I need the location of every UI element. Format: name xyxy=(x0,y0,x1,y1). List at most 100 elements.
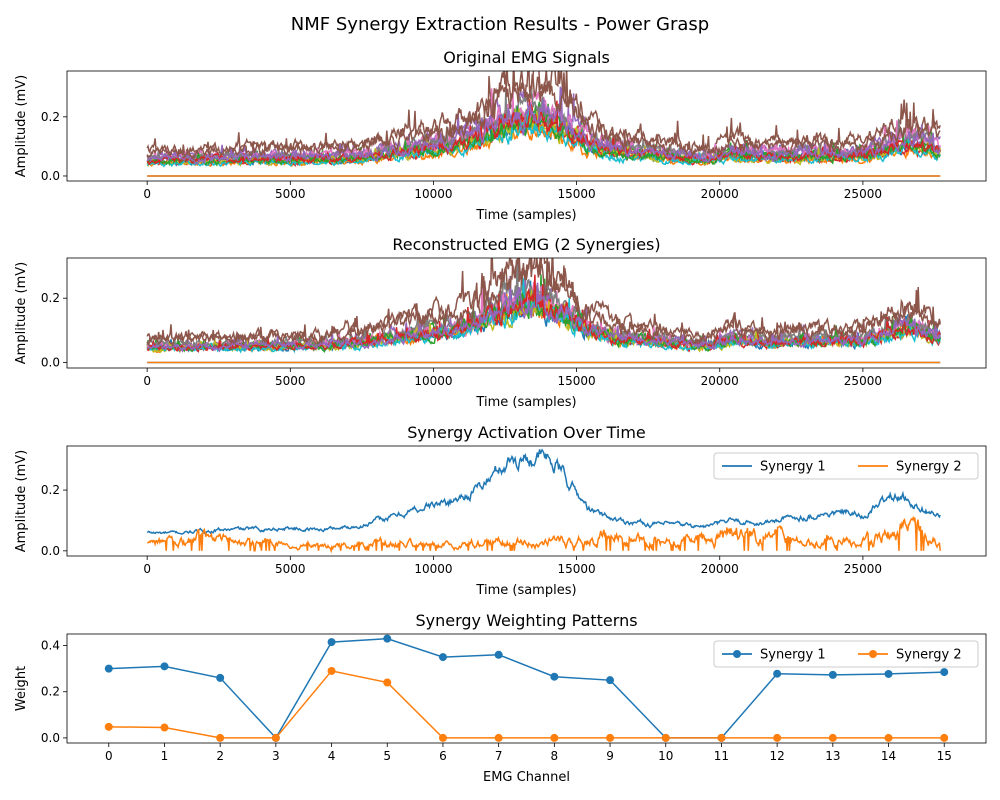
y-tick-label: 0.2 xyxy=(41,483,60,497)
weight-point xyxy=(884,669,893,678)
activation-line-2 xyxy=(147,515,941,554)
emg-channel-13-line xyxy=(146,100,941,166)
legend-marker-1 xyxy=(733,650,741,658)
x-tick-label: 10000 xyxy=(414,562,452,576)
activation-line-1 xyxy=(146,448,941,535)
weight-point xyxy=(160,662,169,671)
weight-point xyxy=(494,650,503,659)
legend-label-2: Synergy 2 xyxy=(896,460,962,475)
x-tick-label: 12 xyxy=(769,749,784,763)
weight-line-2 xyxy=(108,670,945,739)
weight-point xyxy=(494,733,503,742)
x-axis-label: Time (samples) xyxy=(475,583,576,598)
x-tick-label: 0 xyxy=(143,187,151,201)
axes-frame xyxy=(66,70,987,182)
plot-area xyxy=(146,448,941,554)
weight-point xyxy=(383,678,392,687)
legend: Synergy 1 Synergy 2 xyxy=(713,640,979,668)
x-tick-label: 5000 xyxy=(275,374,306,388)
x-tick-label: 15 xyxy=(937,749,952,763)
weight-point xyxy=(773,669,782,678)
weight-line-1 xyxy=(108,637,945,740)
weight-point xyxy=(160,723,169,732)
emg-channel-14-line xyxy=(146,275,941,353)
weight-point xyxy=(940,668,949,677)
x-tick-label: 0 xyxy=(143,562,151,576)
weight-point xyxy=(717,733,726,742)
weight-point xyxy=(550,733,559,742)
axes-title: Original EMG Signals xyxy=(443,48,610,67)
figure-suptitle: NMF Synergy Extraction Results - Power G… xyxy=(291,14,709,35)
weight-point xyxy=(271,733,280,742)
plot-area xyxy=(104,634,949,742)
x-tick-label: 1 xyxy=(161,749,169,763)
panel-2: Reconstructed EMG (2 Synergies) 0 5000 1000… xyxy=(14,235,987,410)
x-tick-label: 20000 xyxy=(701,374,739,388)
weight-point xyxy=(327,666,336,675)
x-tick-label: 15000 xyxy=(558,374,596,388)
x-tick-label: 5 xyxy=(383,749,391,763)
emg-channel-14-line xyxy=(146,87,941,165)
plot-area xyxy=(146,71,941,177)
y-axis-label: Weight xyxy=(14,666,29,711)
weight-point xyxy=(661,733,670,742)
x-tick-label: 3 xyxy=(272,749,280,763)
y-tick-label: 0.0 xyxy=(41,544,60,558)
y-tick-label: 0.0 xyxy=(41,356,60,370)
weight-point xyxy=(773,733,782,742)
x-tick-label: 25000 xyxy=(844,374,882,388)
emg-channel-15-line xyxy=(146,258,941,347)
x-tick-label: 15000 xyxy=(558,562,596,576)
x-tick-label: 8 xyxy=(551,749,559,763)
weight-point xyxy=(438,733,447,742)
weight-point xyxy=(606,676,615,685)
weight-point xyxy=(216,733,225,742)
y-tick-label: 0.0 xyxy=(41,169,60,183)
x-tick-label: 5000 xyxy=(275,562,306,576)
weight-point xyxy=(438,653,447,662)
y-tick-label: 0.0 xyxy=(41,731,60,745)
weight-point xyxy=(884,733,893,742)
emg-channel-15-line xyxy=(146,71,941,161)
axes-title: Synergy Weighting Patterns xyxy=(415,611,637,630)
plot-area xyxy=(146,258,941,364)
panel-3: Synergy Activation Over Time 0 5000 10000 15… xyxy=(14,423,987,598)
legend-label-1: Synergy 1 xyxy=(760,648,826,663)
legend-label-2: Synergy 2 xyxy=(896,648,962,663)
legend-label-1: Synergy 1 xyxy=(760,460,826,475)
x-tick-label: 25000 xyxy=(844,562,882,576)
x-axis-label: EMG Channel xyxy=(483,770,570,785)
y-tick-label: 0.4 xyxy=(41,639,60,653)
x-tick-label: 15000 xyxy=(558,187,596,201)
x-tick-label: 2 xyxy=(216,749,224,763)
x-axis-label: Time (samples) xyxy=(475,208,576,223)
x-tick-label: 10 xyxy=(658,749,673,763)
weight-point xyxy=(383,634,392,643)
axes-title: Synergy Activation Over Time xyxy=(407,423,646,442)
x-tick-label: 20000 xyxy=(701,187,739,201)
x-tick-label: 25000 xyxy=(844,187,882,201)
x-tick-label: 0 xyxy=(143,374,151,388)
x-tick-label: 6 xyxy=(439,749,447,763)
weight-point xyxy=(216,673,225,682)
weight-point xyxy=(940,733,949,742)
x-tick-label: 13 xyxy=(825,749,840,763)
axes-title: Reconstructed EMG (2 Synergies) xyxy=(392,235,660,254)
x-tick-label: 11 xyxy=(714,749,729,763)
weight-point xyxy=(828,733,837,742)
weight-point xyxy=(104,664,113,673)
weight-point xyxy=(327,638,336,647)
y-axis-label: Amplitude (mV) xyxy=(14,75,29,177)
axes-frame xyxy=(66,445,987,557)
legend-frame xyxy=(713,452,979,480)
panel-1: Original EMG Signals 0 5000 10000 15000 20000… xyxy=(14,48,987,223)
y-axis-label: Amplitude (mV) xyxy=(14,262,29,364)
legend-marker-2 xyxy=(869,650,877,658)
x-tick-label: 9 xyxy=(606,749,614,763)
weight-point xyxy=(606,733,615,742)
y-tick-label: 0.2 xyxy=(41,291,60,305)
x-tick-label: 20000 xyxy=(701,562,739,576)
x-tick-label: 14 xyxy=(881,749,896,763)
legend: Synergy 1 Synergy 2 xyxy=(713,452,979,480)
